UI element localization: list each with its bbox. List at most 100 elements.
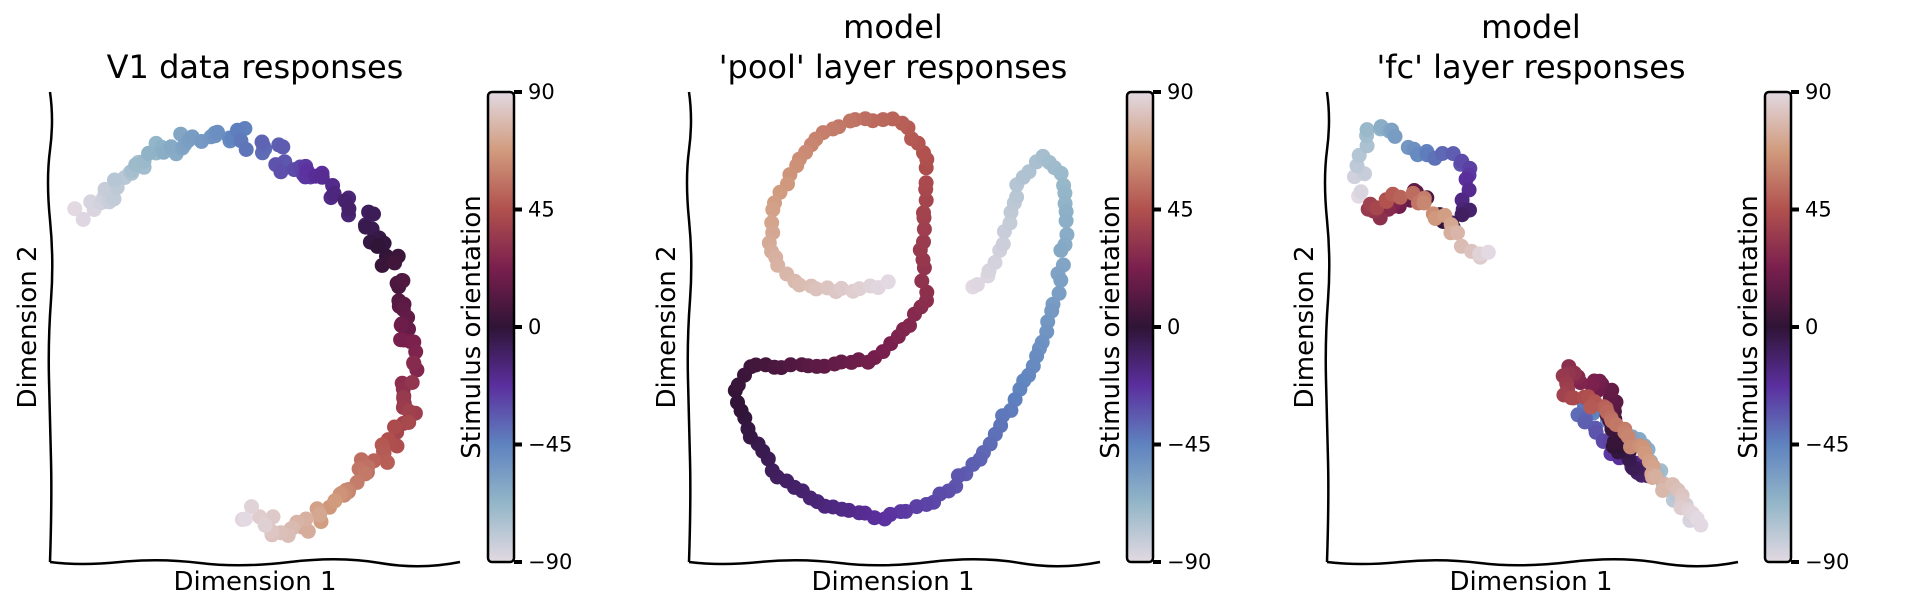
x-axis-label: Dimension 1 (811, 567, 974, 597)
data-point (1392, 189, 1408, 205)
colorbar: 90 45 0 −45 −90 Stimulus orientation (1734, 80, 1849, 574)
colorbar-tick-label: 90 (1167, 80, 1194, 104)
data-point (106, 191, 122, 207)
data-point (808, 281, 824, 297)
data-point (1450, 225, 1465, 241)
data-point (273, 164, 289, 180)
data-point (369, 238, 385, 254)
data-point (1566, 390, 1582, 406)
colorbar-tick-label: 45 (1805, 198, 1832, 222)
data-point (1009, 189, 1025, 205)
data-point (275, 139, 291, 155)
y-axis (1323, 91, 1331, 563)
panel-fc: model 'fc' layer responses Dimension 1 D… (1290, 8, 1739, 597)
data-point (67, 201, 83, 217)
data-point (880, 274, 896, 290)
data-point (254, 134, 270, 150)
y-axis-label: Dimension 2 (1290, 245, 1320, 408)
data-point (1480, 244, 1496, 260)
data-point (783, 357, 799, 373)
data-point (916, 205, 931, 221)
data-point (379, 454, 395, 470)
data-point (1416, 195, 1432, 211)
data-point (83, 194, 99, 210)
data-point (765, 202, 781, 218)
x-axis-label: Dimension 1 (173, 567, 336, 597)
data-point (1353, 184, 1369, 200)
data-point (210, 124, 225, 140)
data-point (842, 113, 858, 129)
colorbar-tick-label: 90 (1805, 80, 1832, 104)
data-point (406, 355, 422, 371)
colorbar: 90 45 0 −45 −90 Stimulus orientation (457, 80, 572, 574)
data-point (312, 507, 328, 523)
colorbar-tick-label: 0 (1167, 315, 1180, 339)
panel-title: V1 data responses (107, 48, 404, 86)
data-point (1584, 377, 1600, 393)
data-point (141, 145, 157, 161)
colorbar-gradient (1125, 90, 1155, 564)
data-point (919, 284, 935, 300)
data-point (833, 280, 849, 296)
data-point (1058, 213, 1074, 229)
data-point (902, 318, 917, 333)
data-point (918, 192, 934, 208)
data-point (237, 511, 253, 527)
data-point (395, 273, 411, 289)
y-axis-label: Dimension 2 (652, 245, 682, 408)
data-point (358, 219, 374, 235)
colorbar-tick-label: 90 (528, 80, 555, 104)
data-point (163, 139, 179, 155)
colorbar-tick-label: −90 (1167, 550, 1211, 574)
data-point (791, 277, 807, 293)
data-point (75, 211, 91, 227)
data-point (97, 181, 113, 197)
x-axis (1326, 558, 1739, 568)
data-point (327, 493, 343, 509)
data-point (393, 317, 409, 333)
data-point (995, 236, 1011, 252)
data-point (1053, 242, 1069, 258)
x-axis-label: Dimension 1 (1449, 567, 1612, 597)
colorbar-gradient (486, 90, 516, 564)
data-point (918, 175, 934, 191)
data-point (916, 234, 931, 250)
colorbar-label: Stimulus orientation (1096, 195, 1126, 458)
data-point (987, 255, 1003, 270)
data-point (916, 221, 932, 237)
data-point (366, 206, 381, 222)
colorbar-tick-label: 45 (1167, 198, 1194, 222)
x-axis (688, 558, 1101, 568)
panel-title-line2: 'pool' layer responses (719, 48, 1068, 86)
data-point (730, 394, 745, 410)
colorbar-tick-label: 45 (528, 198, 555, 222)
scatter-points (67, 121, 425, 543)
data-point (387, 255, 403, 271)
data-point (1387, 128, 1403, 144)
colorbar-gradient (1763, 90, 1793, 564)
data-point (326, 186, 342, 201)
data-point (1583, 399, 1599, 415)
panel-title-line1: model (1481, 8, 1581, 46)
data-point (1359, 122, 1375, 138)
colorbar: 90 45 0 −45 −90 Stimulus orientation (1096, 80, 1211, 574)
y-axis (685, 91, 693, 563)
data-point (107, 172, 122, 188)
data-point (1051, 285, 1067, 301)
data-point (1607, 434, 1622, 450)
colorbar-tick-label: −90 (1805, 550, 1849, 574)
data-point (408, 344, 424, 360)
data-point (764, 463, 780, 479)
data-point (1053, 165, 1069, 181)
data-point (238, 142, 254, 157)
data-point (1434, 146, 1450, 161)
data-point (1689, 511, 1705, 526)
data-point (393, 332, 409, 348)
data-point (257, 517, 273, 533)
colorbar-tick-label: 0 (528, 315, 541, 339)
colorbar-tick-label: −45 (1805, 433, 1849, 457)
colorbar-tick-label: −90 (528, 550, 572, 574)
y-axis (46, 91, 54, 563)
colorbar-tick-label: 0 (1805, 315, 1818, 339)
